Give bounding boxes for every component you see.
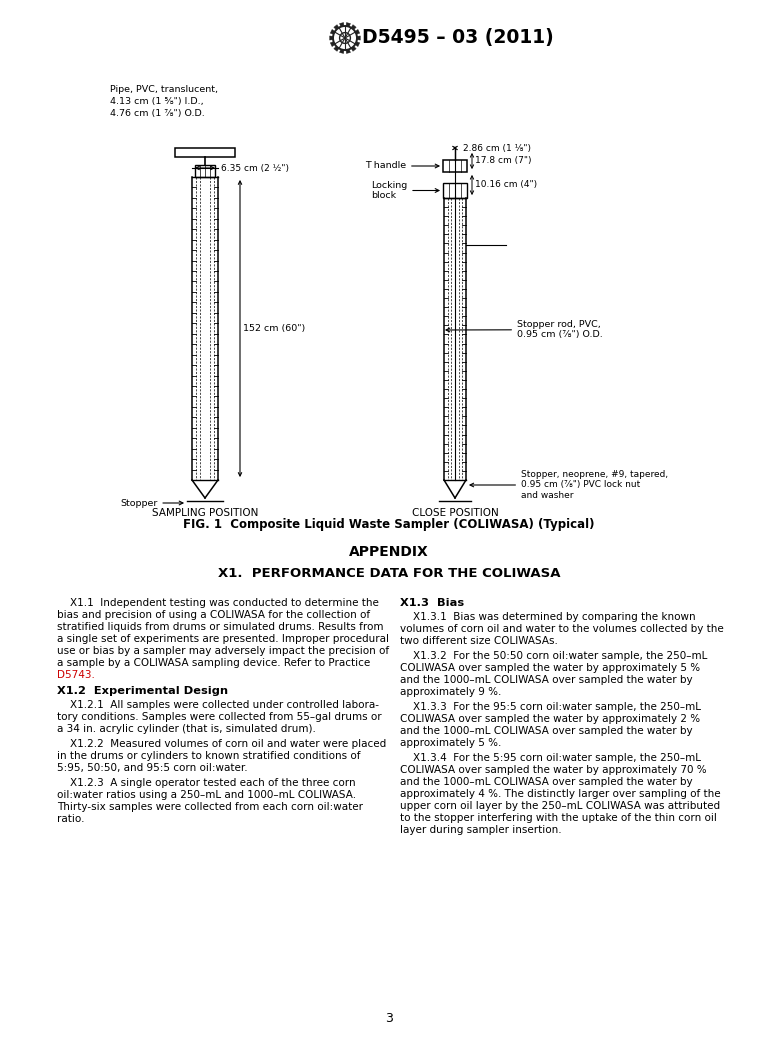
Text: X1.2.3  A single operator tested each of the three corn: X1.2.3 A single operator tested each of … xyxy=(57,778,356,788)
Text: ratio.: ratio. xyxy=(57,814,85,824)
Text: SAMPLING POSITION: SAMPLING POSITION xyxy=(152,508,258,518)
Text: a single set of experiments are presented. Improper procedural: a single set of experiments are presente… xyxy=(57,634,389,644)
Polygon shape xyxy=(355,29,359,34)
Text: 3: 3 xyxy=(385,1012,393,1024)
Text: COLIWASA over sampled the water by approximately 2 %: COLIWASA over sampled the water by appro… xyxy=(400,714,700,723)
Text: 152 cm (60"): 152 cm (60") xyxy=(243,324,305,333)
Text: COLIWASA over sampled the water by approximately 5 %: COLIWASA over sampled the water by appro… xyxy=(400,663,700,672)
Bar xyxy=(195,166,215,177)
Polygon shape xyxy=(351,46,356,51)
Text: 5:95, 50:50, and 95:5 corn oil:water.: 5:95, 50:50, and 95:5 corn oil:water. xyxy=(57,763,247,773)
Text: APPENDIX: APPENDIX xyxy=(349,545,429,559)
Text: X1.  PERFORMANCE DATA FOR THE COLIWASA: X1. PERFORMANCE DATA FOR THE COLIWASA xyxy=(218,567,560,580)
Text: bias and precision of using a COLIWASA for the collection of: bias and precision of using a COLIWASA f… xyxy=(57,610,370,620)
Text: volumes of corn oil and water to the volumes collected by the: volumes of corn oil and water to the vol… xyxy=(400,624,724,634)
Polygon shape xyxy=(346,49,350,53)
Text: approximately 9 %.: approximately 9 %. xyxy=(400,687,501,697)
Text: upper corn oil layer by the 250–mL COLIWASA was attributed: upper corn oil layer by the 250–mL COLIW… xyxy=(400,801,720,811)
Text: approximately 4 %. The distinctly larger over sampling of the: approximately 4 %. The distinctly larger… xyxy=(400,789,720,799)
Text: and the 1000–mL COLIWASA over sampled the water by: and the 1000–mL COLIWASA over sampled th… xyxy=(400,777,692,787)
Text: Stopper: Stopper xyxy=(120,499,183,508)
Text: approximately 5 %.: approximately 5 %. xyxy=(400,738,501,748)
Polygon shape xyxy=(330,36,333,41)
Text: 6.35 cm (2 ½"): 6.35 cm (2 ½") xyxy=(221,163,289,173)
Text: a sample by a COLIWASA sampling device. Refer to Practice: a sample by a COLIWASA sampling device. … xyxy=(57,658,370,668)
Text: CLOSE POSITION: CLOSE POSITION xyxy=(412,508,499,518)
Text: Thirty-six samples were collected from each corn oil:water: Thirty-six samples were collected from e… xyxy=(57,802,363,812)
Bar xyxy=(443,160,467,172)
Text: X1.2  Experimental Design: X1.2 Experimental Design xyxy=(57,686,228,696)
Bar xyxy=(443,183,467,198)
Text: 17.8 cm (7"): 17.8 cm (7") xyxy=(475,155,531,164)
Text: X1.1  Independent testing was conducted to determine the: X1.1 Independent testing was conducted t… xyxy=(57,598,379,608)
Text: X1.3.3  For the 95:5 corn oil:water sample, the 250–mL: X1.3.3 For the 95:5 corn oil:water sampl… xyxy=(400,702,701,712)
Text: X1.3  Bias: X1.3 Bias xyxy=(400,598,464,608)
Text: FIG. 1  Composite Liquid Waste Sampler (COLIWASA) (Typical): FIG. 1 Composite Liquid Waste Sampler (C… xyxy=(184,518,594,531)
Text: tory conditions. Samples were collected from 55–gal drums or: tory conditions. Samples were collected … xyxy=(57,712,382,722)
Polygon shape xyxy=(330,42,335,47)
Text: Pipe, PVC, translucent,
4.13 cm (1 ⅝") I.D.,
4.76 cm (1 ⅞") O.D.: Pipe, PVC, translucent, 4.13 cm (1 ⅝") I… xyxy=(110,85,218,118)
Text: to the stopper interfering with the uptake of the thin corn oil: to the stopper interfering with the upta… xyxy=(400,813,717,823)
Text: two different size COLIWASAs.: two different size COLIWASAs. xyxy=(400,636,558,646)
Polygon shape xyxy=(357,36,360,41)
Text: a 34 in. acrylic cylinder (that is, simulated drum).: a 34 in. acrylic cylinder (that is, simu… xyxy=(57,723,316,734)
Text: COLIWASA over sampled the water by approximately 70 %: COLIWASA over sampled the water by appro… xyxy=(400,765,706,775)
Text: Stopper rod, PVC,
0.95 cm (⅞") O.D.: Stopper rod, PVC, 0.95 cm (⅞") O.D. xyxy=(446,320,603,339)
Polygon shape xyxy=(334,25,339,30)
Text: 10.16 cm (4"): 10.16 cm (4") xyxy=(475,180,537,189)
Text: 2.86 cm (1 ⅛"): 2.86 cm (1 ⅛") xyxy=(463,144,531,152)
Polygon shape xyxy=(346,23,350,27)
Text: X1.2.2  Measured volumes of corn oil and water were placed: X1.2.2 Measured volumes of corn oil and … xyxy=(57,739,386,750)
Polygon shape xyxy=(334,46,339,51)
Text: stratified liquids from drums or simulated drums. Results from: stratified liquids from drums or simulat… xyxy=(57,623,384,632)
Text: X1.3.4  For the 5:95 corn oil:water sample, the 250–mL: X1.3.4 For the 5:95 corn oil:water sampl… xyxy=(400,753,701,763)
Text: X1.3.1  Bias was determined by comparing the known: X1.3.1 Bias was determined by comparing … xyxy=(400,612,696,623)
Text: in the drums or cylinders to known stratified conditions of: in the drums or cylinders to known strat… xyxy=(57,751,360,761)
Polygon shape xyxy=(330,29,335,34)
Text: T handle: T handle xyxy=(365,161,439,171)
Polygon shape xyxy=(351,25,356,30)
Polygon shape xyxy=(339,23,344,27)
Text: Stopper, neoprene, #9, tapered,
0.95 cm (⅞") PVC lock nut
and washer: Stopper, neoprene, #9, tapered, 0.95 cm … xyxy=(470,471,668,500)
Text: X1.2.1  All samples were collected under controlled labora-: X1.2.1 All samples were collected under … xyxy=(57,700,379,710)
Polygon shape xyxy=(339,49,344,53)
Text: use or bias by a sampler may adversely impact the precision of: use or bias by a sampler may adversely i… xyxy=(57,646,389,656)
Text: D5743.: D5743. xyxy=(57,670,95,680)
Polygon shape xyxy=(355,42,359,47)
Text: D5495 – 03 (2011): D5495 – 03 (2011) xyxy=(362,28,554,48)
Text: layer during sampler insertion.: layer during sampler insertion. xyxy=(400,826,562,835)
Text: and the 1000–mL COLIWASA over sampled the water by: and the 1000–mL COLIWASA over sampled th… xyxy=(400,675,692,685)
Text: oil:water ratios using a 250–mL and 1000–mL COLIWASA.: oil:water ratios using a 250–mL and 1000… xyxy=(57,790,356,799)
Bar xyxy=(175,148,235,157)
Text: and the 1000–mL COLIWASA over sampled the water by: and the 1000–mL COLIWASA over sampled th… xyxy=(400,726,692,736)
Text: X1.3.2  For the 50:50 corn oil:water sample, the 250–mL: X1.3.2 For the 50:50 corn oil:water samp… xyxy=(400,651,707,661)
Text: Locking
block: Locking block xyxy=(371,181,439,200)
